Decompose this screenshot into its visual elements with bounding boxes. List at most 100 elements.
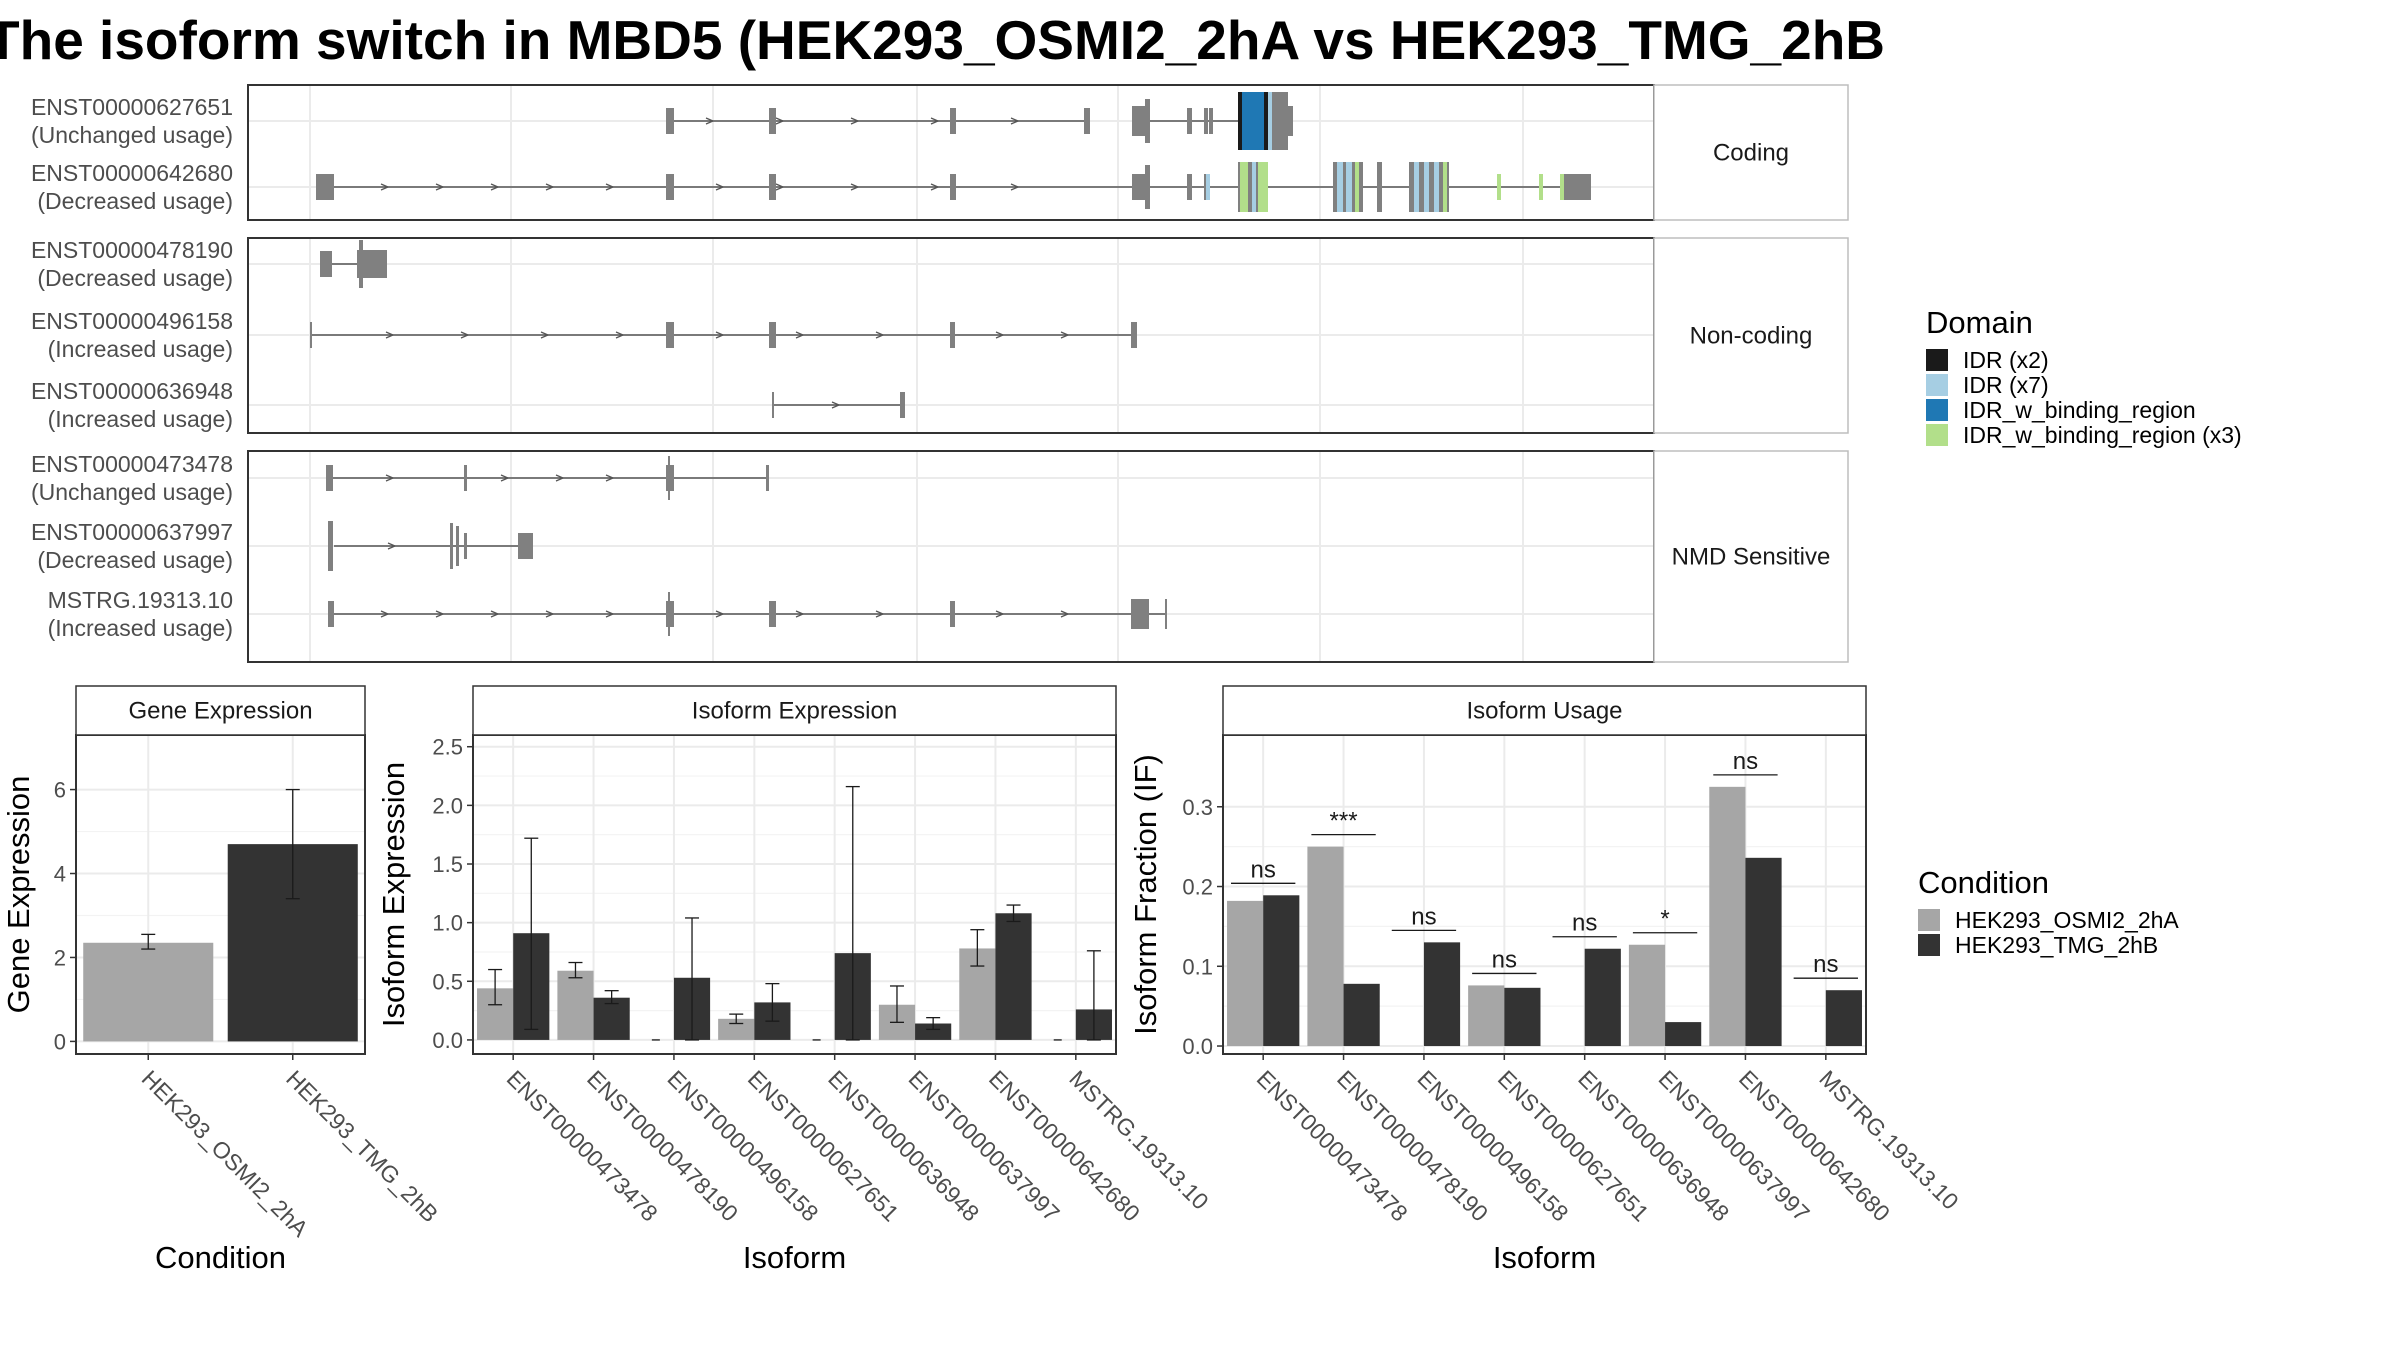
facet-label: Non-coding xyxy=(1690,323,1813,350)
domain-block xyxy=(1497,174,1501,200)
exon xyxy=(766,465,769,491)
intron-arrow xyxy=(1010,183,1020,191)
x-tick-label: ENST00000637997 xyxy=(1654,1065,1815,1226)
intron-arrow xyxy=(715,183,725,191)
intron-arrow xyxy=(555,474,565,482)
figure-title: The isoform switch in MBD5 (HEK293_OSMI2… xyxy=(0,9,1886,71)
exon xyxy=(1132,174,1148,200)
chart-title: Isoform Usage xyxy=(1466,698,1622,725)
transcript-id-label: ENST00000637997 xyxy=(31,519,233,545)
intron-arrow xyxy=(1060,610,1070,618)
bar xyxy=(1227,900,1264,1047)
x-tick-label: ENST00000642680 xyxy=(984,1065,1145,1226)
bar xyxy=(1825,990,1862,1047)
transcript-usage-label: (Decreased usage) xyxy=(37,188,233,214)
bar xyxy=(1263,895,1300,1047)
y-tick-label: 0 xyxy=(54,1029,66,1054)
bar xyxy=(718,1018,755,1040)
bar xyxy=(995,913,1032,1040)
bar xyxy=(1584,948,1621,1047)
legend-swatch xyxy=(1918,934,1940,956)
x-tick-label: ENST00000496158 xyxy=(1412,1065,1573,1226)
intron-arrow xyxy=(995,331,1005,339)
bar xyxy=(1628,944,1666,1047)
exon xyxy=(1377,162,1382,212)
intron-arrow xyxy=(500,474,510,482)
legend-label: IDR (x7) xyxy=(1963,372,2049,398)
legend-label: HEK293_TMG_2hB xyxy=(1955,932,2158,958)
domain-block xyxy=(1443,162,1447,212)
x-tick-label: ENST00000627651 xyxy=(743,1065,904,1226)
y-axis-title: Isoform Expression xyxy=(376,762,411,1027)
transcript-row xyxy=(326,456,769,500)
intron-arrow xyxy=(545,610,555,618)
y-tick-label: 0.1 xyxy=(1182,954,1213,979)
significance-label: ns xyxy=(1572,910,1597,937)
intron-arrow xyxy=(775,117,785,125)
significance-label: ns xyxy=(1411,903,1436,930)
transcript-panel: ENST00000478190(Decreased usage) ENST0000… xyxy=(31,237,1849,434)
x-tick-label: ENST00000473478 xyxy=(1252,1065,1413,1226)
bar xyxy=(593,997,630,1040)
significance-label: ns xyxy=(1492,946,1517,973)
exon xyxy=(450,523,453,569)
significance-label: ns xyxy=(1251,856,1276,883)
chart-panel: ns *** ns ns ns * ns ns 0.0 0.1 0.2 0.3 ENST00000473… xyxy=(1128,685,1964,1275)
x-tick-label: MSTRG.19313.10 xyxy=(1814,1065,1963,1214)
exon xyxy=(328,521,333,571)
domain-block xyxy=(1414,162,1419,212)
exon xyxy=(668,456,670,500)
x-axis-title: Isoform xyxy=(1493,1240,1596,1275)
facet-strip xyxy=(75,685,366,736)
bar xyxy=(1709,786,1746,1047)
intron-arrow xyxy=(705,117,715,125)
y-tick-label: 2.0 xyxy=(432,793,463,818)
exon xyxy=(1187,174,1192,200)
facet-strip xyxy=(1222,685,1867,736)
exon xyxy=(1563,174,1591,200)
legend-label: HEK293_OSMI2_2hA xyxy=(1955,907,2179,933)
domain-block xyxy=(1560,174,1564,200)
significance-label: * xyxy=(1660,906,1669,933)
transcript-row xyxy=(320,240,387,288)
transcript-row xyxy=(310,322,1137,348)
exon xyxy=(1204,108,1208,134)
exon xyxy=(464,465,467,491)
intron-arrow xyxy=(380,610,390,618)
intron-arrow xyxy=(615,331,625,339)
transcript-usage-label: (Decreased usage) xyxy=(37,265,233,291)
domain-block xyxy=(1264,92,1268,150)
x-tick-label: ENST00000636948 xyxy=(823,1065,984,1226)
domain-block xyxy=(1539,174,1543,200)
bar xyxy=(1423,942,1461,1047)
bar xyxy=(915,1023,952,1040)
y-tick-label: 0.0 xyxy=(432,1028,463,1053)
intron-arrow xyxy=(795,331,805,339)
x-tick-label: ENST00000642680 xyxy=(1734,1065,1895,1226)
exon xyxy=(1145,99,1150,143)
exon xyxy=(1187,108,1192,134)
domain-block xyxy=(1355,162,1359,212)
exon xyxy=(1084,108,1090,134)
y-tick-label: 0.5 xyxy=(432,969,463,994)
exon xyxy=(310,322,312,348)
intron-arrow xyxy=(540,331,550,339)
domain-block xyxy=(1258,162,1268,212)
y-tick-label: 0.3 xyxy=(1182,795,1213,820)
exon xyxy=(316,174,334,200)
x-axis-title: Condition xyxy=(155,1240,286,1275)
transcript-panel: ENST00000627651(Unchanged usage) ENST0000… xyxy=(31,84,1849,221)
bar xyxy=(1307,846,1344,1047)
intron-arrow xyxy=(435,610,445,618)
exon xyxy=(769,174,776,200)
intron-arrow xyxy=(715,331,725,339)
exon xyxy=(1145,165,1150,209)
intron-arrow xyxy=(875,610,885,618)
legend-swatch xyxy=(1926,424,1948,446)
domain-block xyxy=(1238,92,1242,150)
significance-label: ns xyxy=(1733,748,1758,775)
legend-label: IDR_w_binding_region (x3) xyxy=(1963,422,2242,448)
exon xyxy=(320,251,332,277)
transcript-usage-label: (Decreased usage) xyxy=(37,547,233,573)
